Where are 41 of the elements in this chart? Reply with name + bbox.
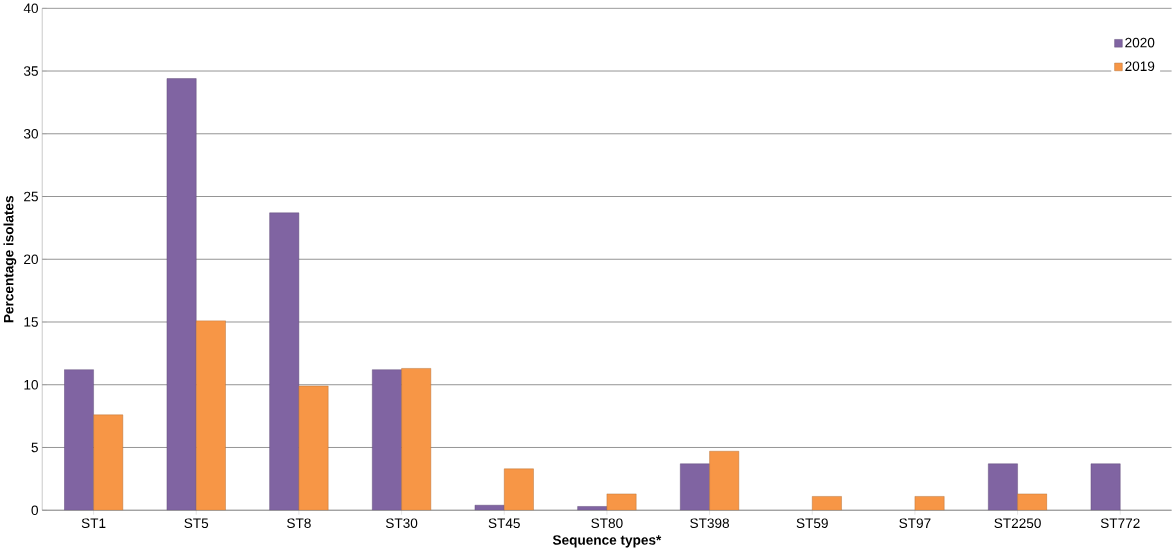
- bar: [577, 506, 608, 511]
- bar: [269, 212, 300, 511]
- y-tick-label: 0: [31, 505, 39, 516]
- x-tick-label: ST8: [287, 518, 311, 529]
- bar: [196, 320, 226, 511]
- x-tick-label: ST2250: [994, 518, 1041, 529]
- x-tick-label: ST5: [184, 518, 209, 529]
- y-tick-label: 20: [24, 254, 39, 265]
- y-axis-title: Percentage isolates: [3, 195, 17, 323]
- x-tick-label: ST398: [690, 518, 730, 529]
- x-tick-label: ST30: [385, 518, 418, 529]
- y-tick-label: 30: [23, 128, 39, 139]
- bar: [914, 496, 945, 511]
- bar: [298, 385, 329, 511]
- legend-label: 2020: [1125, 37, 1155, 48]
- y-tick-label: 40: [23, 3, 39, 14]
- bar: [812, 496, 842, 511]
- x-tick-label: ST59: [796, 518, 828, 529]
- y-tick-label: 15: [24, 317, 38, 327]
- bar: [474, 504, 505, 511]
- y-tick-label: 35: [23, 66, 38, 76]
- bar: [401, 368, 432, 511]
- x-tick-label: ST80: [591, 518, 623, 529]
- bar: [680, 463, 710, 511]
- bar: [166, 78, 197, 511]
- bar: [504, 468, 534, 511]
- x-tick-label: ST97: [899, 518, 931, 529]
- bar: [93, 414, 124, 511]
- bar: [1090, 463, 1121, 511]
- x-tick-label: ST1: [81, 518, 106, 529]
- y-tick-label: 25: [24, 191, 38, 202]
- y-tick-label: 5: [31, 442, 38, 453]
- bar: [709, 451, 740, 511]
- x-tick-label: ST45: [488, 518, 520, 529]
- legend-label: 2019: [1125, 61, 1155, 72]
- bar: [372, 369, 402, 511]
- bar: [988, 463, 1018, 511]
- x-axis-title: Sequence types*: [552, 535, 662, 548]
- x-tick-label: ST772: [1100, 518, 1140, 529]
- bar: [64, 369, 94, 511]
- y-tick-label: 10: [24, 379, 39, 390]
